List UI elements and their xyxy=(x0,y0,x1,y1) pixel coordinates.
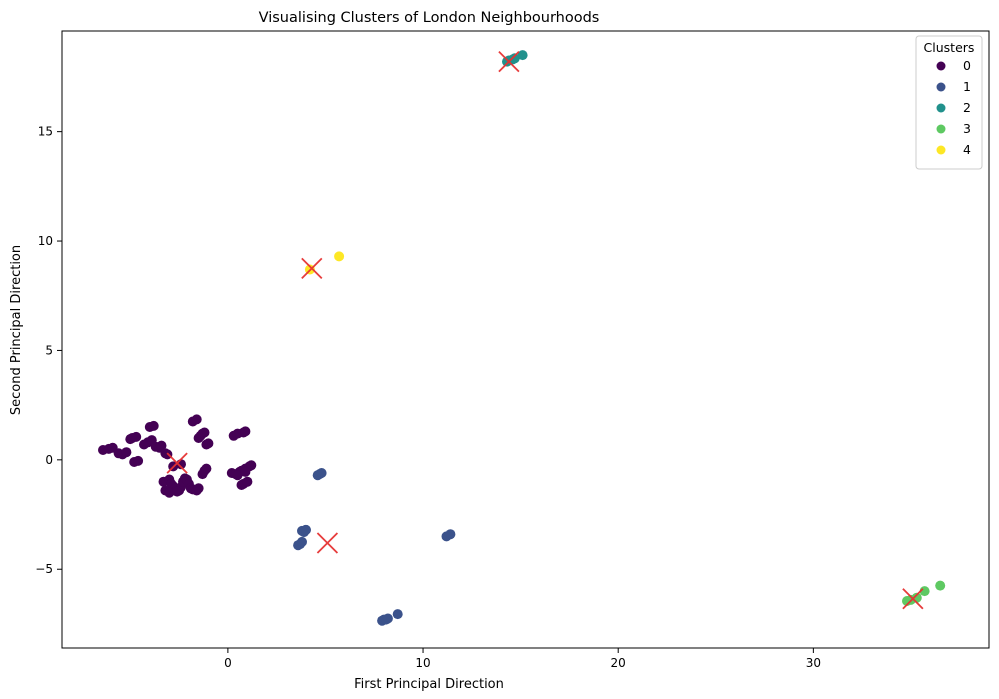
data-point xyxy=(121,447,132,458)
data-point xyxy=(300,524,311,535)
data-point xyxy=(191,414,202,425)
y-tick-label: 5 xyxy=(45,343,53,357)
legend: Clusters 0 1 2 3 4 xyxy=(915,35,983,170)
centroid-marker xyxy=(316,532,339,554)
data-point xyxy=(172,486,183,497)
legend-marker xyxy=(936,145,946,155)
data-point xyxy=(297,536,307,547)
data-point xyxy=(203,438,214,449)
data-point xyxy=(517,50,528,61)
data-point xyxy=(232,470,243,481)
legend-marker xyxy=(936,124,946,134)
data-point xyxy=(935,580,946,591)
data-point xyxy=(445,529,456,540)
data-point xyxy=(240,426,251,437)
legend-entry-label: 4 xyxy=(963,142,971,157)
centroid-marker xyxy=(498,50,520,73)
data-point xyxy=(148,420,159,431)
data-point xyxy=(242,476,253,487)
y-axis-label: Second Principal Direction xyxy=(9,245,24,415)
data-point xyxy=(131,431,142,442)
data-point xyxy=(316,468,327,478)
x-axis-label: First Principal Direction xyxy=(354,677,504,692)
plot-area xyxy=(98,50,946,626)
data-point xyxy=(392,609,403,620)
centroid-stroke xyxy=(498,50,520,73)
y-tick-label: 10 xyxy=(38,234,53,248)
legend-entry-label: 0 xyxy=(963,58,971,73)
centroid-marker xyxy=(301,257,323,280)
legend-marker xyxy=(936,82,946,92)
legend-marker xyxy=(936,61,946,71)
chart-title: Visualising Clusters of London Neighbour… xyxy=(259,10,600,26)
centroid-markers xyxy=(166,50,924,610)
y-tick-label: −5 xyxy=(35,562,53,576)
data-point xyxy=(240,466,251,477)
data-point xyxy=(133,455,144,466)
centroid-marker xyxy=(166,452,188,474)
data-point xyxy=(246,460,257,471)
centroid-stroke xyxy=(301,257,323,280)
y-tick-label: 15 xyxy=(38,125,53,139)
plot-frame xyxy=(61,30,990,649)
x-tick-label: 0 xyxy=(224,656,232,670)
centroid-stroke xyxy=(902,588,924,610)
y-tick-label: 0 xyxy=(45,453,53,467)
x-tick-label: 20 xyxy=(611,656,626,670)
data-point xyxy=(201,463,212,474)
data-point xyxy=(164,487,175,498)
data-point xyxy=(156,440,167,451)
series-0 xyxy=(98,414,257,498)
legend-box xyxy=(915,35,983,170)
legend-entry-label: 2 xyxy=(963,100,971,115)
x-tick-label: 10 xyxy=(415,656,430,670)
data-point xyxy=(193,433,204,443)
centroid-marker xyxy=(902,588,924,610)
legend-entry-label: 3 xyxy=(963,121,971,136)
centroid-stroke xyxy=(166,452,188,474)
legend-title: Clusters xyxy=(924,40,975,55)
x-tick-label: 30 xyxy=(806,656,821,670)
data-point xyxy=(193,483,204,494)
data-point xyxy=(334,251,345,262)
series-1 xyxy=(293,468,456,626)
series-4 xyxy=(304,251,345,275)
legend-marker xyxy=(936,103,946,113)
data-point xyxy=(509,53,520,64)
centroid-stroke xyxy=(316,532,339,554)
data-point xyxy=(382,613,393,624)
legend-entry-label: 1 xyxy=(963,79,971,94)
